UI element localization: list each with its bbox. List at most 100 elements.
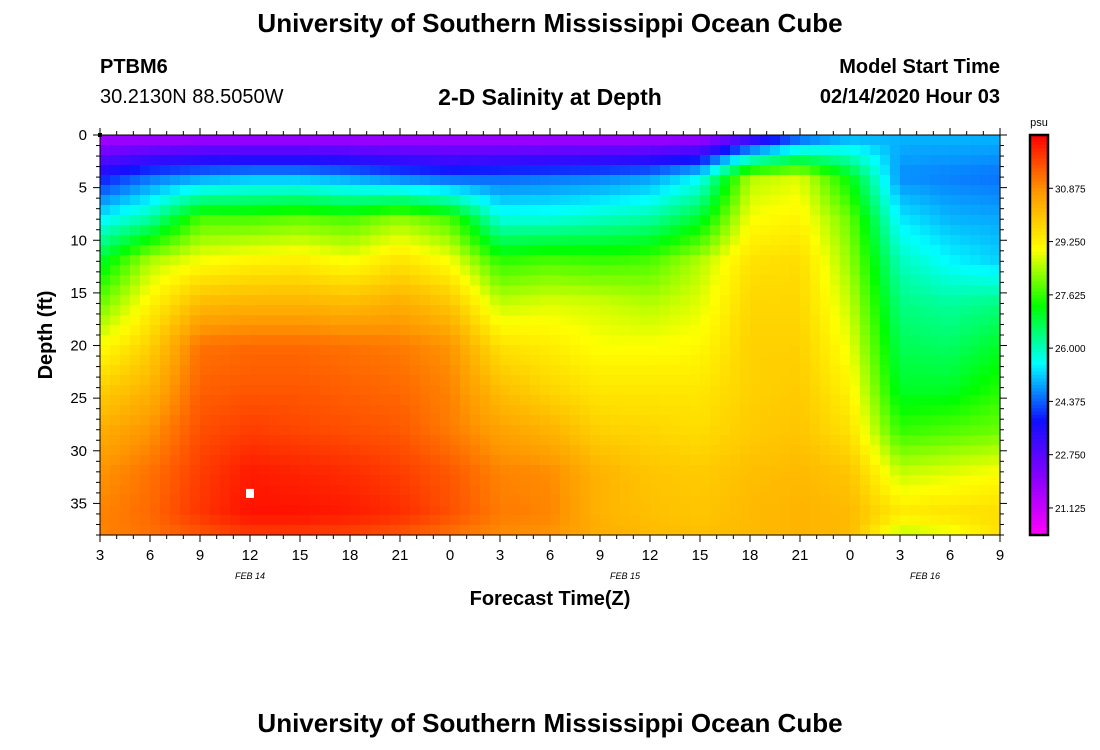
heatmap-cell (710, 165, 721, 176)
heatmap-cell (410, 185, 421, 196)
heatmap-cell (930, 335, 941, 346)
heatmap-cell (370, 255, 381, 266)
heatmap-cell (870, 515, 881, 526)
heatmap-cell (750, 165, 761, 176)
heatmap-cell (930, 315, 941, 326)
heatmap-cell (530, 305, 541, 316)
heatmap-cell (810, 325, 821, 336)
heatmap-cell (270, 415, 281, 426)
heatmap-cell (340, 235, 351, 246)
heatmap-cell (770, 385, 781, 396)
heatmap-cell (820, 455, 831, 466)
heatmap-cell (400, 185, 411, 196)
heatmap-cell (730, 205, 741, 216)
heatmap-cell (890, 155, 901, 166)
heatmap-cell (930, 435, 941, 446)
heatmap-cell (360, 255, 371, 266)
heatmap-cell (540, 215, 551, 226)
heatmap-cell (500, 225, 511, 236)
heatmap-cell (900, 285, 911, 296)
heatmap-cell (450, 475, 461, 486)
heatmap-cell (120, 415, 131, 426)
heatmap-cell (530, 215, 541, 226)
heatmap-cell (490, 285, 501, 296)
heatmap-cell (970, 305, 981, 316)
heatmap-cell (600, 155, 611, 166)
heatmap-cell (520, 465, 531, 476)
heatmap-cell (470, 295, 481, 306)
heatmap-cell (240, 215, 251, 226)
heatmap-cell (660, 425, 671, 436)
heatmap-cell (210, 245, 221, 256)
heatmap-cell (820, 475, 831, 486)
heatmap-cell (910, 425, 921, 436)
heatmap-cell (230, 325, 241, 336)
heatmap-cell (490, 305, 501, 316)
heatmap-cell (950, 465, 961, 476)
marker-point (246, 488, 254, 498)
heatmap-cell (300, 405, 311, 416)
heatmap-cell (410, 465, 421, 476)
heatmap-cell (700, 255, 711, 266)
heatmap-cell (950, 265, 961, 276)
heatmap-cell (220, 525, 231, 536)
heatmap-cell (890, 185, 901, 196)
heatmap-cell (410, 475, 421, 486)
heatmap-cell (110, 475, 121, 486)
heatmap-cell (980, 205, 991, 216)
heatmap-cell (900, 165, 911, 176)
heatmap-cell (200, 135, 211, 146)
heatmap-cell (380, 145, 391, 156)
heatmap-cell (990, 315, 1001, 326)
heatmap-cell (360, 525, 371, 536)
heatmap-cell (660, 395, 671, 406)
heatmap-cell (810, 205, 821, 216)
heatmap-cell (700, 205, 711, 216)
heatmap-cell (300, 245, 311, 256)
heatmap-cell (290, 355, 301, 366)
heatmap-cell (270, 265, 281, 276)
heatmap-cell (840, 475, 851, 486)
heatmap-cell (420, 195, 431, 206)
heatmap-cell (540, 335, 551, 346)
heatmap-cell (790, 345, 801, 356)
heatmap-cell (990, 215, 1001, 226)
heatmap-cell (350, 335, 361, 346)
heatmap-cell (400, 245, 411, 256)
heatmap-cell (920, 435, 931, 446)
heatmap-cell (800, 215, 811, 226)
heatmap-cell (580, 505, 591, 516)
heatmap-cell (320, 165, 331, 176)
heatmap-cell (110, 265, 121, 276)
heatmap-cell (980, 255, 991, 266)
heatmap-cell (400, 465, 411, 476)
heatmap-cell (670, 185, 681, 196)
heatmap-cell (230, 255, 241, 266)
heatmap-cell (800, 485, 811, 496)
heatmap-cell (170, 405, 181, 416)
heatmap-cell (110, 495, 121, 506)
heatmap-cell (230, 215, 241, 226)
heatmap-cell (710, 195, 721, 206)
heatmap-cell (150, 175, 161, 186)
heatmap-cell (380, 455, 391, 466)
heatmap-cell (880, 215, 891, 226)
heatmap-cell (900, 325, 911, 336)
heatmap-cell (280, 515, 291, 526)
colorbar-swatch (1030, 195, 1048, 199)
heatmap-cell (980, 275, 991, 286)
heatmap-cell (250, 245, 261, 256)
colorbar-swatch (1030, 255, 1048, 259)
heatmap-cell (370, 315, 381, 326)
heatmap-cell (420, 525, 431, 536)
heatmap-cell (760, 395, 771, 406)
heatmap-cell (890, 485, 901, 496)
heatmap-cell (700, 315, 711, 326)
heatmap-cell (890, 195, 901, 206)
heatmap-cell (830, 495, 841, 506)
heatmap-cell (840, 135, 851, 146)
heatmap-cell (320, 485, 331, 496)
heatmap-cell (160, 525, 171, 536)
heatmap-cell (270, 205, 281, 216)
heatmap-cell (350, 155, 361, 166)
